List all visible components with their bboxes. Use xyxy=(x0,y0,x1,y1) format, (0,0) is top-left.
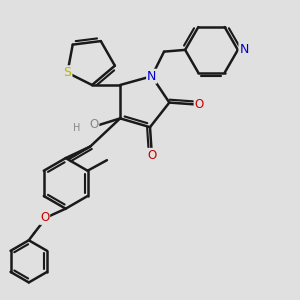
Text: H: H xyxy=(73,123,80,133)
Text: O: O xyxy=(89,118,98,131)
Text: O: O xyxy=(147,149,156,162)
Text: N: N xyxy=(239,44,249,56)
Text: O: O xyxy=(195,98,204,111)
Text: O: O xyxy=(40,211,49,224)
Text: S: S xyxy=(63,66,71,79)
Text: N: N xyxy=(147,70,156,83)
